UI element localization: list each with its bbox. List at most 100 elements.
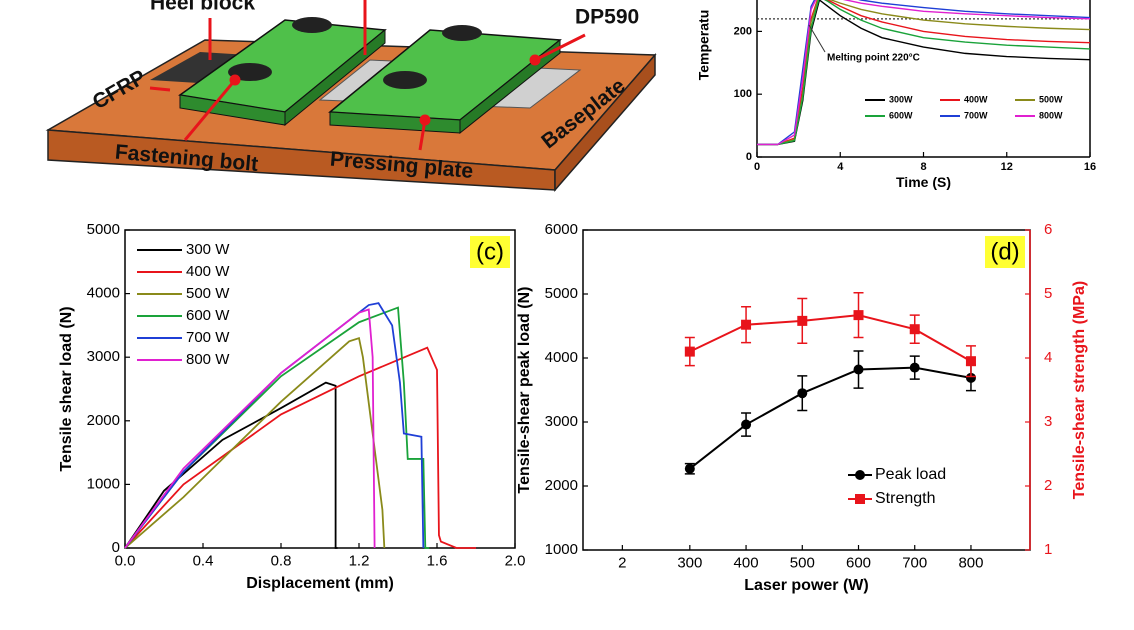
legend-label: 700W [964,110,988,120]
y-tick-label: 5000 [87,221,120,238]
y-tick-label: 2000 [545,477,578,494]
panel-label-bg [470,236,510,268]
x-tick-label: 4 [837,161,844,173]
marker [909,324,920,335]
y-tick-label: 4000 [545,349,578,366]
legend-marker [855,470,865,480]
plot-area [684,291,976,475]
marker [853,364,864,375]
x-tick-label: 500 [790,554,815,571]
y-tick-label: 0 [746,151,752,163]
legend-label: 800W [1039,110,1063,120]
series-line [757,0,1090,146]
y-tick-label: 1000 [87,475,120,492]
y-axis-label: Tensile-shear peak load (N) [516,287,533,494]
x-tick-label: 0.8 [271,552,292,569]
y-tick-label: 200 [734,25,752,37]
marker [965,356,976,367]
legend-marker [855,494,865,504]
chart: 2 300 400 500 600 700 800 1000 2000 3000 4000 5000 6… [516,221,1088,594]
y2-axis-label: Tensile-shear strength (MPa) [1071,281,1088,499]
x-tick-label: 700 [902,554,927,571]
y-tick-label: 4000 [87,285,120,302]
y-tick-label: 3000 [545,413,578,430]
x-tick-label: 0.4 [193,552,214,569]
y2-tick-label: 6 [1044,221,1052,238]
y2-tick-label: 4 [1044,349,1052,366]
pressing-plate-side [284,28,386,127]
y-axis-label: Tensile shear load (N) [58,306,75,471]
legend-label: 400 W [186,263,230,280]
fixture-diagram: Heel block CFRP Fastening bolt Pressing … [45,0,657,193]
legend-label: 800 W [186,351,230,368]
y-tick-label: 100 [734,88,752,100]
x-tick-label: 2 [618,554,626,571]
plot-frame [582,229,1031,551]
label: DP590 [575,6,639,29]
series-line [757,0,1090,146]
plot-frame [124,229,516,549]
series-line [757,0,1090,146]
series-line [689,366,972,470]
leaders [149,0,586,151]
y-tick-label: 2000 [87,412,120,429]
marker [741,319,752,330]
series-line [124,381,338,549]
marker [853,310,864,321]
panel-label-bg [985,236,1025,268]
panel-label: (d) [990,238,1019,265]
y-tick-label: 5000 [545,285,578,302]
marker [909,362,920,373]
x-tick-label: 800 [958,554,983,571]
x-tick-label: 1.6 [427,552,448,569]
y-tick-label: 0 [112,539,120,556]
y-tick-label: 1000 [545,541,578,558]
x-tick-label: 300 [677,554,702,571]
legend-label: 300W [889,94,913,104]
y2-tick-label: 5 [1044,285,1052,302]
x-tick-label: 8 [920,161,926,173]
y2-tick-label: 1 [1044,541,1052,558]
x-tick-label: 1.2 [349,552,370,569]
series-line [757,0,1090,146]
legend-label: 400W [964,94,988,104]
x-tick-label: 0.0 [115,552,136,569]
series-line [124,336,386,549]
x-axis-label: Time (S) [896,174,951,190]
x-axis-label: Displacement (mm) [246,575,394,592]
bolt [383,71,427,89]
x-axis-label: Laser power (W) [744,577,868,594]
y-axis-label: Temperatu [696,10,712,81]
chart: 0.0 0.4 0.8 1.2 1.6 2.0 0 1000 2000 3000 4000 5000 D… [58,221,525,592]
series-line [124,306,430,549]
marker [965,372,976,383]
series-line [124,308,376,549]
legend-label: 600 W [186,307,230,324]
marker [684,463,695,474]
y2-tick-label: 3 [1044,413,1052,430]
x-tick-label: 2.0 [505,552,526,569]
legend-label: Strength [875,490,935,507]
legend-label: 500W [1039,94,1063,104]
legend-label: Peak load [875,466,946,483]
y-tick-label: 6000 [545,221,578,238]
plot-area [124,302,476,549]
label: Heel block [150,0,255,15]
series-line [689,314,972,363]
series-line [757,0,1090,146]
series-line [124,302,425,549]
marker [797,388,808,399]
annotation-arrow [808,24,826,53]
marker [797,315,808,326]
baseplate-side [554,52,656,193]
bolt [442,25,482,41]
plot-area [757,0,1090,146]
marker [741,419,752,430]
marker [684,346,695,357]
y-tick-label: 3000 [87,348,120,365]
bolt [292,17,332,33]
y2-tick-label: 2 [1044,477,1052,494]
legend-label: 300 W [186,241,230,258]
series-line [757,0,1090,146]
